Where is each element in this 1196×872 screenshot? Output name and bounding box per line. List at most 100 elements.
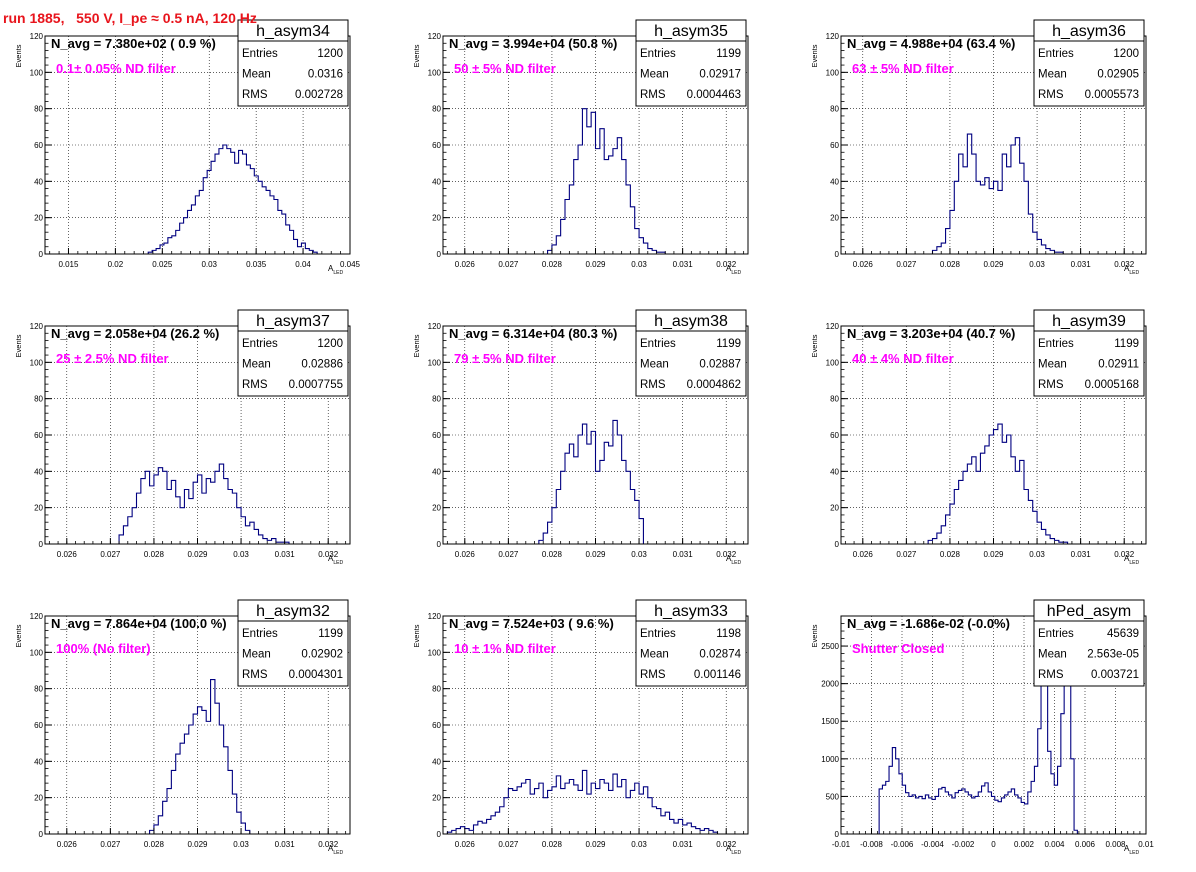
filter-label: 25 ± 2.5% ND filter [56, 351, 169, 366]
stats-label-rms: RMS [640, 379, 666, 391]
y-tick-label: 40 [432, 757, 441, 766]
x-tick-label: 0.032 [1114, 550, 1135, 559]
stats-value-entries: 1200 [1113, 48, 1139, 60]
stats-value-entries: 1199 [716, 338, 741, 350]
y-tick-label: 60 [34, 721, 43, 730]
stats-label-rms: RMS [1038, 669, 1064, 681]
y-tick-label: 20 [830, 504, 839, 513]
stats-value-rms: 0.003721 [1091, 669, 1139, 681]
x-axis-title: ALED [328, 554, 343, 566]
stats-label-mean: Mean [640, 69, 669, 81]
y-tick-label: 500 [826, 792, 840, 801]
y-axis-title: Events [14, 624, 23, 647]
stats-label-rms: RMS [640, 669, 666, 681]
stats-value-mean: 0.02917 [699, 69, 741, 81]
x-axis-title: ALED [328, 264, 343, 276]
x-axis-title: ALED [328, 844, 343, 856]
stats-label-mean: Mean [242, 69, 271, 81]
stats-label-entries: Entries [1038, 628, 1074, 640]
x-axis-title-main: A [328, 844, 334, 853]
histogram-panel-h_asym35: 0.026 0.027 0.028 0.029 0.03 0.031 0.032 0 20 40 6… [412, 19, 749, 276]
stats-box-title: h_asym38 [654, 313, 728, 330]
stats-label-rms: RMS [1038, 89, 1064, 101]
y-tick-label: 20 [432, 794, 441, 803]
x-tick-label: 0.03 [631, 550, 647, 559]
x-axis-title-subscript: LED [731, 270, 741, 276]
stats-value-mean: 0.02905 [1097, 69, 1139, 81]
stats-box-title: h_asym34 [256, 23, 330, 40]
x-tick-label: 0.032 [716, 840, 737, 849]
y-tick-label: 40 [432, 467, 441, 476]
y-axis-title: Events [810, 334, 819, 357]
navg-label: N_avg = 3.994e+04 (50.8 %) [449, 36, 617, 51]
x-tick-label: 0.002 [1014, 840, 1035, 849]
y-tick-label: 40 [34, 177, 43, 186]
y-tick-label: 80 [830, 105, 839, 114]
y-tick-label: 120 [826, 322, 840, 331]
y-axis-title: Events [412, 334, 421, 357]
histogram-series-h_asym37 [118, 463, 294, 545]
x-tick-label: 0.04 [295, 260, 311, 269]
x-tick-label: 0.03 [631, 260, 647, 269]
x-tick-label: 0.026 [455, 260, 476, 269]
y-tick-label: 60 [432, 721, 441, 730]
stats-box-title: h_asym35 [654, 23, 728, 40]
y-tick-label: 120 [826, 32, 840, 41]
x-tick-label: -0.008 [860, 840, 883, 849]
x-tick-label: 0.029 [585, 840, 606, 849]
stats-label-mean: Mean [1038, 359, 1067, 371]
x-axis-title: ALED [1124, 844, 1139, 856]
y-tick-label: 60 [830, 431, 839, 440]
stats-value-entries: 45639 [1107, 628, 1139, 640]
y-tick-label: 20 [432, 504, 441, 513]
y-tick-label: 120 [428, 612, 442, 621]
x-axis-title-subscript: LED [333, 850, 343, 856]
x-tick-label: 0.026 [853, 260, 874, 269]
x-axis-title: ALED [1124, 554, 1139, 566]
y-tick-label: 120 [428, 32, 442, 41]
stats-value-entries: 1200 [317, 338, 343, 350]
x-tick-label: 0.006 [1075, 840, 1096, 849]
stats-value-rms: 0.0007755 [289, 379, 343, 391]
y-axis-title: Events [412, 44, 421, 67]
x-tick-label: 0.027 [100, 840, 121, 849]
stats-value-mean: 0.02902 [301, 649, 343, 661]
y-tick-label: 0 [39, 250, 44, 259]
x-axis-title-subscript: LED [1129, 850, 1139, 856]
x-tick-label: 0 [991, 840, 996, 849]
histogram-panel-h_asym33: 0.026 0.027 0.028 0.029 0.03 0.031 0.032 0 20 40 6… [412, 599, 749, 856]
stats-value-mean: 0.0316 [308, 69, 343, 81]
navg-label: N_avg = 2.058e+04 (26.2 %) [51, 326, 219, 341]
y-tick-label: 2500 [821, 642, 839, 651]
stats-box [1033, 599, 1145, 687]
stats-value-entries: 1199 [1114, 338, 1139, 350]
histogram-panel-hPed_asym: -0.01 -0.008 -0.006 -0.004 -0.002 0 0.002 0.004… [810, 599, 1154, 856]
histogram-series-h_asym38 [538, 419, 644, 544]
y-tick-label: 0 [437, 830, 442, 839]
x-tick-label: 0.028 [542, 550, 563, 559]
y-tick-label: 0 [835, 250, 840, 259]
stats-box [1033, 19, 1145, 107]
y-axis-title: Events [14, 44, 23, 67]
stats-box-title: h_asym36 [1052, 23, 1126, 40]
x-tick-label: 0.031 [275, 550, 296, 559]
y-tick-label: 100 [428, 648, 442, 657]
x-axis-title-main: A [328, 264, 334, 273]
x-axis-title-main: A [1124, 844, 1130, 853]
navg-label: N_avg = 7.380e+02 ( 0.9 %) [51, 36, 216, 51]
y-tick-label: 80 [432, 105, 441, 114]
run-title: run 1885, 550 V, I_pe ≈ 0.5 nA, 120 Hz [3, 10, 257, 26]
y-tick-label: 80 [34, 395, 43, 404]
x-tick-label: 0.028 [144, 550, 165, 559]
x-tick-label: 0.029 [585, 260, 606, 269]
x-tick-label: 0.027 [896, 550, 917, 559]
navg-label: N_avg = 7.524e+03 ( 9.6 %) [449, 616, 614, 631]
x-tick-label: 0.03 [1029, 260, 1045, 269]
y-tick-label: 120 [30, 322, 44, 331]
stats-label-rms: RMS [242, 379, 268, 391]
y-tick-label: 40 [34, 467, 43, 476]
x-axis-title-subscript: LED [333, 270, 343, 276]
y-axis-title: Events [14, 334, 23, 357]
histogram-series-h_asym33 [446, 769, 719, 834]
y-tick-label: 20 [432, 214, 441, 223]
